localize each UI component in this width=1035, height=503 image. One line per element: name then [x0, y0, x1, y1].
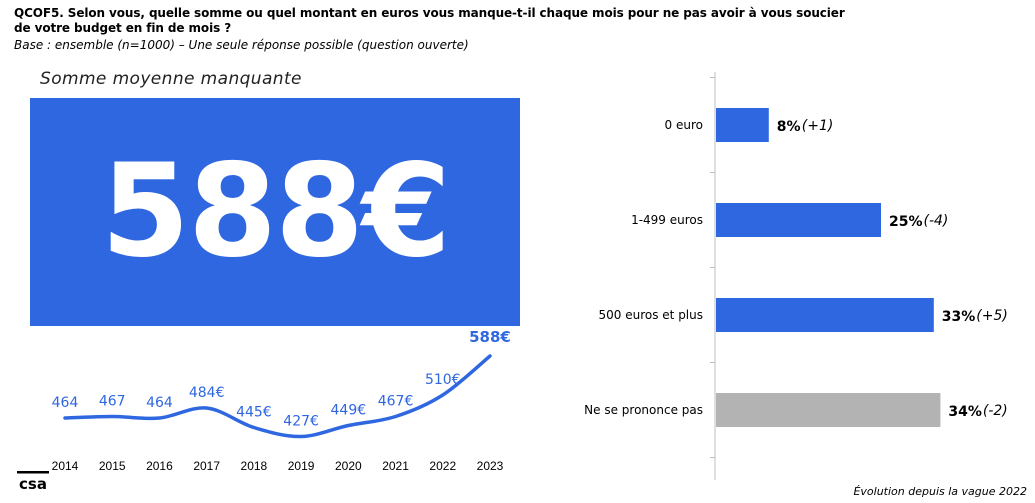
year-tick-label: 2015	[99, 459, 126, 473]
bar-value-label: 33%	[942, 309, 976, 325]
bar	[716, 298, 934, 332]
question-text: QCOF5. Selon vous, quelle somme ou quel …	[14, 6, 845, 35]
bar-delta-label: (+5)	[976, 308, 1008, 324]
bar	[716, 203, 881, 237]
svg-text:csa: csa	[19, 475, 47, 492]
base-note: Base : ensemble (n=1000) – Une seule rép…	[14, 38, 469, 52]
bar-value-label: 8%	[777, 119, 801, 135]
year-tick-label: 2023	[477, 459, 504, 473]
average-title: Somme moyenne manquante	[40, 69, 302, 89]
csa-logo-icon: csa	[17, 471, 49, 492]
year-tick-label: 2014	[52, 459, 79, 473]
year-tick-label: 2021	[382, 459, 409, 473]
bar-delta-label: (-4)	[924, 213, 949, 229]
average-value: 588€	[100, 137, 451, 286]
trend-line	[63, 354, 492, 439]
average-value-box: 588€	[30, 98, 520, 326]
year-tick-label: 2016	[146, 459, 173, 473]
bar	[716, 108, 769, 142]
year-tick-label: 2020	[335, 459, 362, 473]
distribution-bar-chart: 0 euro 8% (+1) 1-499 euros 25% (-4) 500 euros …	[584, 72, 1008, 480]
bar	[716, 393, 941, 427]
trend-value-label: 467	[99, 394, 126, 410]
trend-value-label: 467€	[378, 394, 414, 410]
trend-value-label: 445€	[236, 405, 272, 421]
trend-value-label: 588€	[469, 328, 511, 346]
bar-category-label: 0 euro	[665, 118, 703, 132]
trend-value-label: 427€	[283, 414, 319, 430]
bar-delta-label: (+1)	[802, 118, 834, 134]
year-tick-label: 2022	[429, 459, 456, 473]
trend-value-label: 464	[146, 395, 173, 411]
year-tick-label: 2019	[288, 459, 315, 473]
bar-category-label: 500 euros et plus	[599, 308, 704, 322]
year-tick-label: 2017	[193, 459, 220, 473]
trend-value-label: 449€	[331, 403, 367, 419]
bar-category-label: Ne se prononce pas	[584, 403, 703, 417]
bar-delta-label: (-2)	[983, 403, 1008, 419]
trend-value-label: 510€	[425, 372, 461, 388]
trend-value-label: 464	[52, 395, 79, 411]
trend-line-chart: 464 2014 467 2015 464 2016 484€ 2017 445€ 2018 427…	[52, 328, 511, 473]
year-tick-label: 2018	[241, 459, 268, 473]
bar-value-label: 25%	[889, 214, 923, 230]
trend-value-label: 484€	[189, 385, 225, 401]
footnote: Évolution depuis la vague 2022	[853, 485, 1027, 498]
bar-value-label: 34%	[948, 404, 982, 420]
bar-category-label: 1-499 euros	[631, 213, 703, 227]
